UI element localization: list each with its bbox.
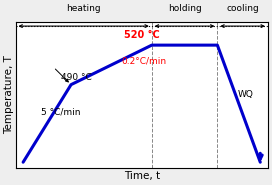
Text: holding: holding (168, 4, 202, 13)
Text: cooling: cooling (226, 4, 259, 13)
Text: WQ: WQ (237, 90, 254, 99)
Text: heating: heating (66, 4, 101, 13)
Text: 490 °C: 490 °C (61, 73, 92, 82)
Text: 0.2°C/min: 0.2°C/min (122, 57, 167, 66)
X-axis label: Time, t: Time, t (124, 171, 160, 181)
Text: 5 °C/min: 5 °C/min (41, 108, 80, 117)
Y-axis label: Temperature, T: Temperature, T (4, 56, 14, 134)
Text: 520 °C: 520 °C (124, 30, 160, 40)
